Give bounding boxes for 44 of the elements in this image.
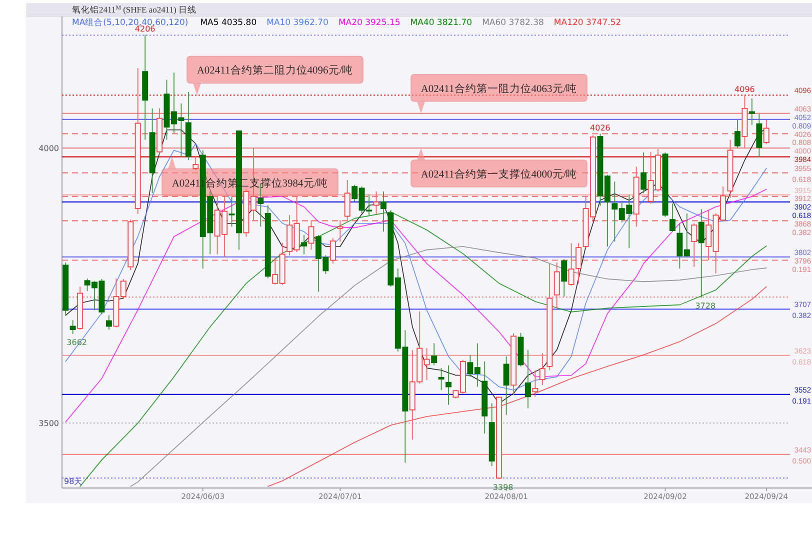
annotation: 3398 [492,483,514,492]
text: MA20 3925.15 [338,18,400,28]
annotation: 4096 [734,85,755,94]
candlestick [330,238,336,264]
candlestick [503,356,510,416]
candlestick [301,234,307,255]
candlestick [698,208,704,298]
candlestick [554,262,560,309]
candlestick [561,258,568,298]
annotation: 4026 [590,124,610,133]
candlestick [308,220,314,250]
candlestick [734,120,740,148]
annotation: A02411合约第一支撑位4000元/吨 [420,168,578,181]
annotation: 98天 [64,477,82,486]
candlestick [192,156,199,170]
candlestick [344,179,350,221]
annotation: A02411合约第二阻力位4096元/吨 [196,64,354,77]
text: MA10 3962.70 [266,18,328,28]
chart-title: 氧化铝2411$^{M}$ (SHFE ao2411) 日线 [72,4,196,14]
text: MA120 3747.52 [554,18,622,28]
line-series [65,188,767,422]
annotation: A02411合约第一阻力位4063元/吨 [420,82,578,95]
candlestick [70,320,76,334]
candlestick [106,314,112,330]
candlestick [756,113,762,158]
candlestick [525,349,531,409]
candlestick [532,370,538,398]
candlestick [640,152,647,194]
candlestick [539,352,546,386]
text: MA5 4035.80 [200,18,257,28]
text: MA40 3821.70 [410,18,472,28]
candlestick [373,191,380,214]
candlestick [691,222,698,268]
candlestick [431,342,438,366]
candlestick [337,220,344,242]
candlestick [748,98,755,126]
annotation: 3728 [695,302,716,311]
candlestick [446,364,452,406]
candlestick [763,120,770,145]
candlestick [438,368,444,391]
candlestick [380,191,386,232]
text: MA60 3782.38 [482,18,544,28]
candlestick [669,203,676,232]
y-tick-label: 3500 [38,419,59,428]
